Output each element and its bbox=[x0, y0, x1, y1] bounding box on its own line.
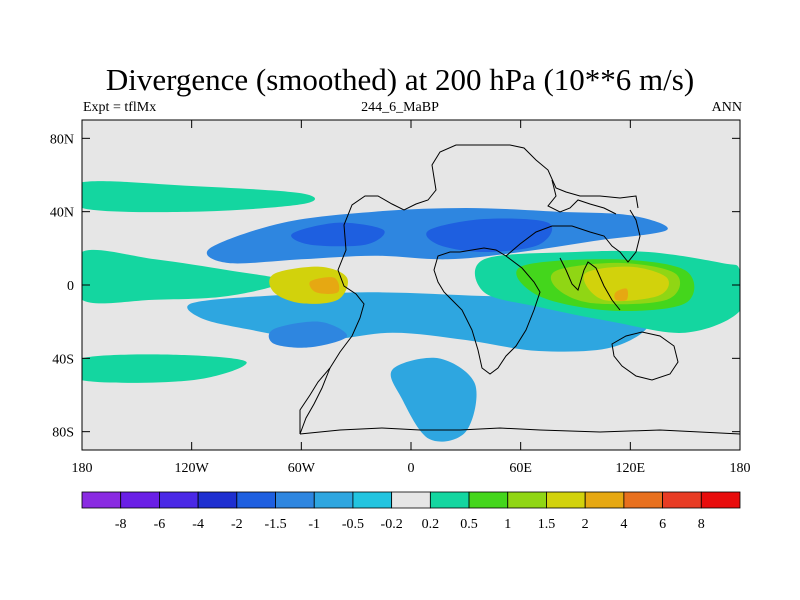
colorbar-swatch bbox=[159, 491, 199, 509]
contour-orange-africa-west bbox=[269, 266, 348, 304]
colorbar-swatch bbox=[662, 491, 702, 509]
chart-title: Divergence (smoothed) at 200 hPa (10**6 … bbox=[105, 62, 695, 97]
colorbar-swatch bbox=[700, 491, 741, 509]
colorbar-label: 0.5 bbox=[460, 517, 478, 532]
colorbar-swatch bbox=[584, 491, 625, 509]
x-tick-label: 60E bbox=[509, 461, 532, 476]
colorbar-swatch bbox=[429, 491, 470, 509]
colorbar-swatch bbox=[391, 491, 431, 509]
season-label: ANN bbox=[711, 100, 742, 115]
colorbar-label: 8 bbox=[698, 517, 705, 532]
colorbar-label: 4 bbox=[620, 517, 627, 532]
coastline-south-america-south bbox=[299, 367, 331, 435]
coastline-antarctica bbox=[299, 427, 740, 435]
colorbar-label: -8 bbox=[115, 517, 127, 532]
colorbar: -8 -6 -4 -2 -1.5 -1 -0.5 -0.2 0.2 0.5 1 1.5 2 4 6 8 bbox=[81, 491, 741, 532]
colorbar-swatch bbox=[468, 491, 509, 509]
colorbar-swatch bbox=[313, 491, 354, 509]
x-tick-label: 0 bbox=[408, 461, 415, 476]
colorbar-label: 0.2 bbox=[422, 517, 440, 532]
colorbar-label: 1.5 bbox=[538, 517, 556, 532]
contour-blue-core-sh bbox=[268, 321, 348, 348]
contour-orange-east bbox=[583, 266, 669, 302]
colorbar-label: -1 bbox=[308, 517, 320, 532]
contour-orange-core-west bbox=[309, 277, 340, 294]
contour-red-spot-east bbox=[614, 288, 629, 301]
y-tick-label: 40N bbox=[50, 206, 74, 221]
colorbar-swatch bbox=[197, 491, 238, 509]
colorbar-label: -0.5 bbox=[342, 517, 364, 532]
colorbar-label: 6 bbox=[659, 517, 666, 532]
contour-blue-core-atlantic bbox=[291, 222, 385, 247]
run-id-label: 244_6_MaBP bbox=[361, 100, 439, 115]
colorbar-swatch bbox=[275, 491, 315, 509]
colorbar-label: 2 bbox=[582, 517, 589, 532]
colorbar-swatch bbox=[623, 491, 663, 509]
colorbar-label: -0.2 bbox=[381, 517, 403, 532]
coastline-africa bbox=[433, 247, 541, 375]
y-tick-label: 80S bbox=[52, 426, 74, 441]
axis-ticks: 180 120W 60W 0 60E 120E 180 80N 40N 0 40S 80S bbox=[50, 120, 751, 476]
contour-green-tropics-west bbox=[82, 249, 284, 304]
y-tick-label: 80N bbox=[50, 132, 74, 147]
colorbar-label: 1 bbox=[504, 517, 511, 532]
colorbar-label: -6 bbox=[154, 517, 166, 532]
colorbar-swatch bbox=[81, 491, 122, 509]
x-tick-label: 180 bbox=[72, 461, 93, 476]
coastline-india-seasia bbox=[559, 257, 621, 311]
x-tick-label: 120W bbox=[175, 461, 210, 476]
colorbar-swatch bbox=[546, 491, 586, 509]
colorbar-label: -2 bbox=[231, 517, 243, 532]
colorbar-swatch bbox=[507, 491, 547, 509]
coastline-australia bbox=[611, 331, 679, 381]
experiment-label: Expt = tflMx bbox=[83, 100, 157, 115]
x-tick-label: 60W bbox=[288, 461, 316, 476]
colorbar-swatch bbox=[120, 491, 160, 509]
y-tick-label: 40S bbox=[52, 352, 74, 367]
coastline-asia bbox=[505, 209, 641, 263]
colorbar-label: -1.5 bbox=[264, 517, 286, 532]
contour-green-sh-midlat bbox=[82, 354, 247, 383]
coastline-americas bbox=[299, 144, 639, 434]
colorbar-label: -4 bbox=[192, 517, 204, 532]
contour-green-nh-midlat bbox=[82, 181, 316, 213]
coastline-east-asia-islands bbox=[547, 179, 617, 215]
x-tick-label: 180 bbox=[730, 461, 751, 476]
x-tick-label: 120E bbox=[616, 461, 646, 476]
y-tick-label: 0 bbox=[67, 279, 74, 294]
colorbar-swatch bbox=[236, 491, 276, 509]
contour-blue-south-tail bbox=[390, 357, 477, 442]
colorbar-swatch bbox=[352, 491, 393, 509]
coastline-layer bbox=[299, 144, 740, 435]
